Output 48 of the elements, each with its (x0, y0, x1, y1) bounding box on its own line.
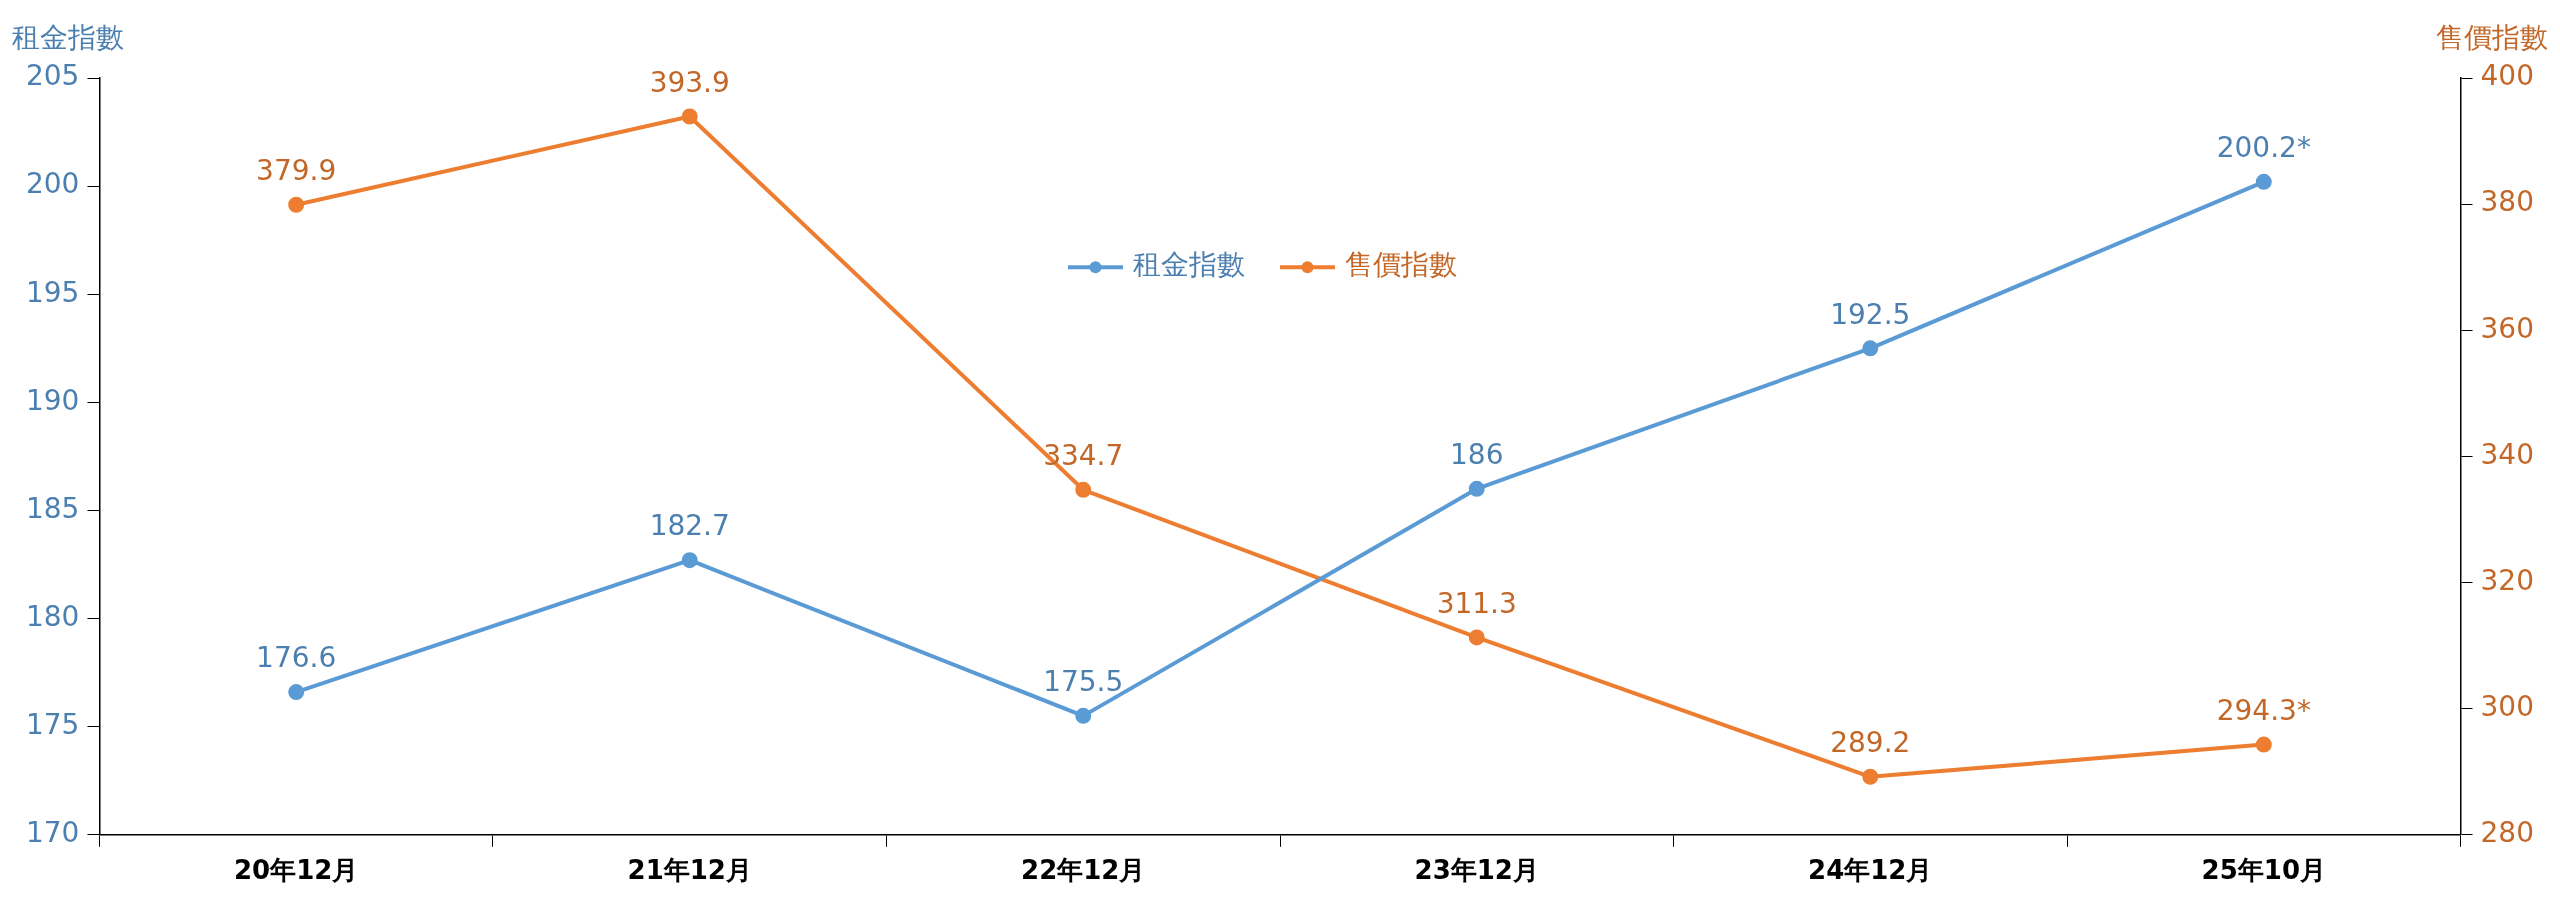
x-tick-label: 25年10月 (2201, 855, 2326, 886)
x-tick-label: 22年12月 (1021, 855, 1146, 886)
y-tick-label: 180 (25, 599, 80, 633)
y2-tick-label: 360 (2480, 311, 2535, 345)
y-axis-title: 租金指數 (12, 21, 124, 55)
data-label: 182.7 (649, 509, 730, 543)
point (1075, 481, 1092, 498)
x-tick-label: 23年12月 (1414, 855, 1539, 886)
y2-tick-label: 300 (2480, 689, 2535, 723)
data-label: 379.9 (256, 154, 337, 188)
data-label: 200.2* (2216, 131, 2311, 165)
y2-tick-label: 280 (2480, 816, 2535, 850)
data-label: 176.6 (256, 641, 337, 675)
y2-tick-label: 380 (2480, 185, 2535, 219)
data-label: 192.5 (1830, 297, 1911, 331)
y2-axis-title: 售價指數 (2436, 21, 2548, 55)
point (288, 684, 305, 701)
x-tick-label: 24年12月 (1808, 855, 1933, 886)
legend-label: 售價指數 (1345, 248, 1457, 282)
point (681, 108, 698, 125)
y-tick-label: 175 (25, 707, 80, 741)
y-tick-label: 200 (25, 167, 80, 201)
point (681, 552, 698, 569)
y2-tick-label: 340 (2480, 437, 2535, 471)
point (1468, 629, 1485, 646)
data-label: 393.9 (649, 65, 730, 99)
data-label: 186 (1450, 438, 1504, 472)
y-tick-label: 205 (25, 59, 80, 93)
y-tick-label: 190 (25, 383, 80, 417)
legend-label: 租金指數 (1133, 248, 1245, 282)
y-tick-label: 170 (25, 816, 80, 850)
x-tick-label: 20年12月 (234, 855, 359, 886)
data-label: 289.2 (1830, 726, 1911, 760)
y2-tick-label: 400 (2480, 59, 2535, 93)
data-label: 175.5 (1043, 665, 1124, 699)
point (1075, 707, 1092, 724)
point (2255, 736, 2272, 753)
point (1862, 340, 1879, 357)
point (2255, 173, 2272, 190)
point (288, 196, 305, 213)
data-label: 294.3* (2216, 693, 2311, 727)
data-label: 311.3 (1436, 586, 1517, 620)
y2-tick-label: 320 (2480, 563, 2535, 597)
x-tick-label: 21年12月 (627, 855, 752, 886)
point (1862, 768, 1879, 785)
y-tick-label: 185 (25, 491, 80, 525)
y-tick-label: 195 (25, 275, 80, 309)
point (1468, 480, 1485, 497)
